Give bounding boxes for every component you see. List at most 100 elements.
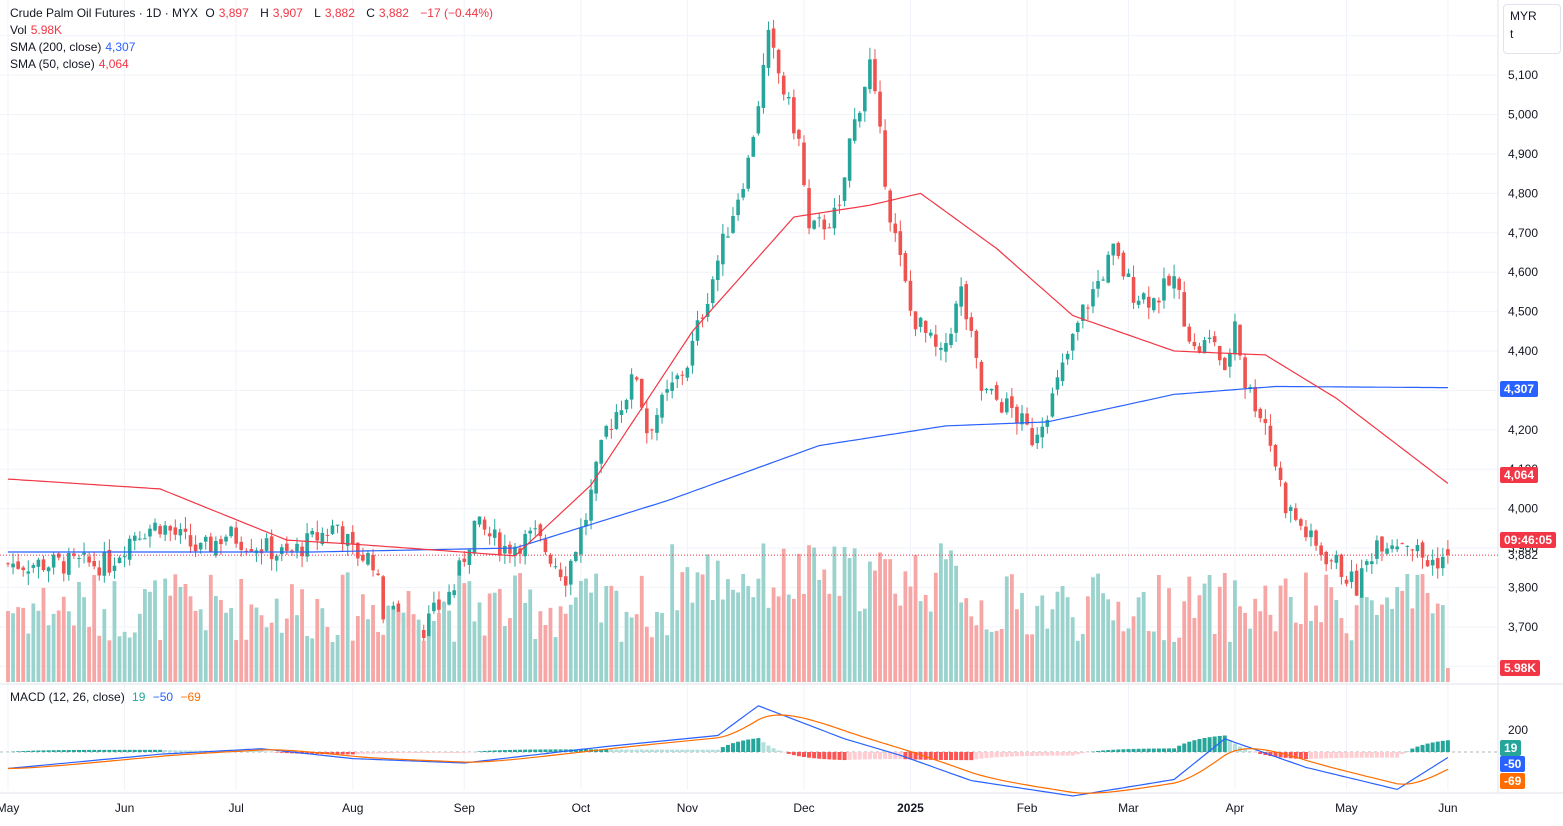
volume-bar [1045, 628, 1050, 682]
macd-histogram-bar [680, 749, 685, 752]
macd-histogram-bar [1050, 752, 1055, 756]
volume-bar [447, 610, 451, 682]
macd-histogram-bar [92, 749, 97, 752]
candle [457, 560, 462, 590]
candle [41, 559, 46, 571]
candle [310, 530, 314, 535]
volume-bar [802, 593, 806, 682]
volume-bar [426, 636, 431, 682]
symbol-title[interactable]: Crude Palm Oil Futures · 1D · MYX [10, 6, 199, 20]
candle [1020, 413, 1024, 425]
macd-histogram-bar [614, 749, 619, 752]
volume-legend[interactable]: Vol 5.98K [10, 23, 66, 37]
macd-histogram-bar [989, 752, 994, 758]
candle [1370, 561, 1374, 565]
candle [1415, 544, 1420, 552]
volume-bar [553, 637, 558, 682]
volume-bar [1258, 611, 1263, 682]
candle [812, 220, 816, 229]
candle [97, 567, 102, 576]
volume-bar [649, 637, 654, 682]
macd-histogram-bar [147, 749, 152, 752]
candle [36, 559, 41, 567]
volume-bar [127, 637, 132, 682]
volume-bar [1187, 576, 1192, 682]
candle [1035, 434, 1040, 444]
volume-bar [153, 580, 157, 682]
sma50-legend[interactable]: SMA (50, close) 4,064 [10, 57, 133, 71]
candle [1070, 333, 1075, 351]
macd-histogram-bar [558, 749, 563, 752]
candle [259, 549, 264, 554]
time-tick-label: Oct [572, 801, 591, 815]
macd-legend-macd: −50 [152, 690, 174, 704]
volume-bar [371, 605, 375, 682]
volume-bar [1243, 612, 1247, 682]
volume-bar [142, 589, 147, 682]
candle [1420, 542, 1425, 558]
candle [726, 236, 730, 238]
volume-bar [720, 599, 725, 682]
macd-histogram-bar [710, 749, 715, 752]
volume-bar [563, 613, 568, 682]
volume-bar [1151, 631, 1156, 682]
macd-histogram-bar [1151, 748, 1156, 752]
candle [857, 112, 862, 122]
macd-histogram-bar [1440, 740, 1445, 752]
currency-unit-button[interactable]: MYR t [1503, 4, 1561, 54]
volume-bar [857, 611, 862, 682]
volume-bar [1425, 593, 1430, 682]
candle [553, 566, 558, 568]
candle [219, 539, 223, 545]
volume-bar [959, 602, 964, 682]
time-tick-label: Feb [1017, 801, 1038, 815]
volume-bar [1314, 605, 1318, 682]
volume-bar [1238, 606, 1242, 682]
volume-bar [26, 633, 31, 682]
candle [756, 106, 761, 134]
macd-histogram-bar [173, 750, 178, 752]
volume-bar [984, 629, 989, 682]
candle [56, 553, 61, 558]
macd-histogram-bar [1385, 752, 1390, 758]
macd-histogram-bar [406, 752, 411, 754]
volume-bar [1146, 631, 1151, 682]
candle [685, 367, 690, 378]
macd-histogram-bar [462, 752, 467, 753]
macd-histogram-bar [350, 752, 355, 755]
macd-histogram-bar [842, 752, 847, 761]
macd-histogram-bar [1319, 752, 1324, 759]
candle [1293, 508, 1298, 520]
macd-legend[interactable]: MACD (12, 26, close) 19 −50 −69 [10, 690, 205, 704]
volume-bar [938, 543, 943, 682]
volume-bar [1253, 598, 1258, 682]
currency-unit: t [1510, 27, 1514, 41]
macd-histogram-bar [609, 749, 614, 752]
volume-legend-value: 5.98K [30, 23, 63, 37]
sma200-legend[interactable]: SMA (200, close) 4,307 [10, 40, 139, 54]
candle [832, 207, 837, 229]
macd-histogram-bar [807, 752, 812, 758]
candle [837, 204, 842, 206]
candle [1243, 357, 1247, 389]
volume-bar [46, 625, 51, 682]
macd-histogram-bar [604, 749, 609, 752]
volume-bar [1040, 595, 1045, 682]
macd-line-tag: -50 [1500, 756, 1526, 772]
macd-histogram-bar [269, 751, 274, 753]
candle [1177, 278, 1181, 290]
volume-bar [842, 547, 847, 682]
macd-histogram-bar [1121, 749, 1126, 752]
candle [863, 86, 867, 112]
volume-bar [908, 586, 913, 682]
last-price-label: 3,882 [1508, 548, 1538, 562]
price-tick-label: 4,400 [1508, 344, 1538, 358]
candle [1405, 545, 1410, 547]
volume-bar [655, 611, 659, 682]
volume-bar [421, 640, 426, 682]
volume-bar [888, 559, 893, 682]
candle [1212, 336, 1217, 343]
candle [290, 550, 294, 552]
volume-bar [1233, 580, 1237, 682]
